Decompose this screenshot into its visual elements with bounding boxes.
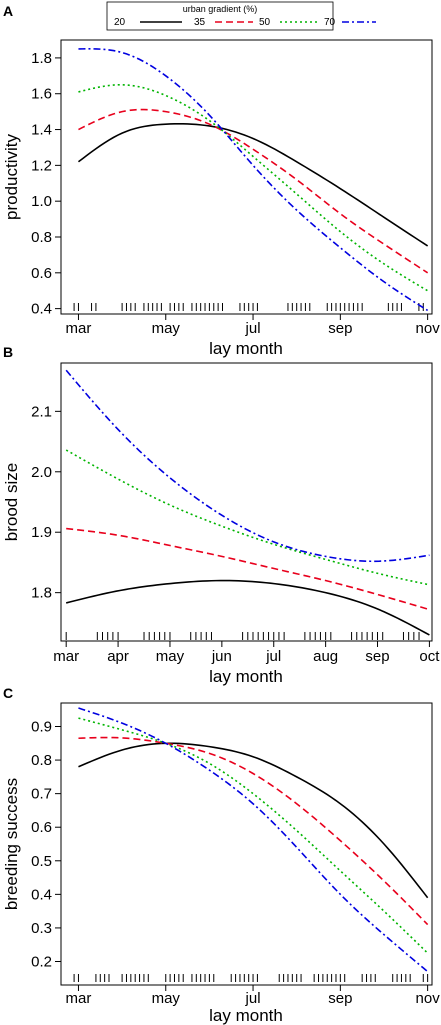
x-tick-label-sep: sep — [365, 648, 389, 665]
y-axis-c: 0.2 0.3 0.4 0.5 0.6 0.7 0.8 0.9 — [31, 719, 61, 971]
y-axis-title-c: breeding success — [2, 778, 21, 910]
y-tick-label: 1.2 — [31, 157, 52, 174]
series-line-50 — [78, 83, 429, 292]
rug-a — [73, 303, 424, 311]
y-tick-label: 0.4 — [31, 301, 52, 318]
series-line-35 — [78, 736, 429, 926]
x-axis-title-c: lay month — [209, 1006, 283, 1025]
y-tick-label: 0.6 — [31, 265, 52, 282]
series-line-50 — [78, 717, 429, 954]
series-line-50 — [65, 449, 430, 586]
x-tick-label-apr: apr — [107, 648, 129, 665]
x-axis-c: mar may jul sep nov — [66, 985, 441, 1007]
plot-frame-c — [60, 702, 433, 986]
legend-box — [106, 1, 334, 31]
panel-b: 1.8 1.9 2.0 2.1 mar apr may jun jul aug sep oct la… — [2, 362, 440, 686]
y-axis-a: 0.4 0.6 0.8 1.0 1.2 1.4 1.6 1.8 — [31, 50, 61, 318]
x-tick-label-jul: jul — [265, 648, 281, 665]
y-tick-label: 0.8 — [31, 229, 52, 246]
legend-label-20: 20 — [114, 17, 126, 28]
y-axis-title-a: productivity — [2, 134, 21, 220]
panel-a: 0.4 0.6 0.8 1.0 1.2 1.4 1.6 1.8 mar may jul sep nov… — [2, 39, 441, 358]
y-tick-label: 1.4 — [31, 122, 52, 139]
y-tick-label: 0.8 — [31, 752, 52, 769]
y-tick-label: 1.0 — [31, 193, 52, 210]
y-axis-b: 1.8 1.9 2.0 2.1 — [31, 403, 61, 602]
x-tick-label-mar: mar — [53, 648, 79, 665]
y-tick-label: 1.8 — [31, 50, 52, 67]
series-lines-b — [65, 369, 430, 636]
y-tick-label: 0.2 — [31, 954, 52, 971]
series-lines-a — [77, 48, 429, 312]
x-axis-title-a: lay month — [209, 339, 283, 358]
legend-label-35: 35 — [194, 17, 206, 28]
series-line-70 — [65, 369, 430, 563]
y-tick-label: 0.3 — [31, 920, 52, 937]
y-tick-label: 0.5 — [31, 853, 52, 870]
rug-c — [73, 974, 429, 982]
legend-label-50: 50 — [259, 17, 271, 28]
series-line-35 — [78, 108, 429, 274]
y-tick-label: 1.8 — [31, 585, 52, 602]
y-tick-label: 0.9 — [31, 719, 52, 736]
x-tick-label-jul: jul — [245, 990, 261, 1007]
x-tick-label-aug: aug — [313, 648, 338, 665]
y-tick-label: 2.1 — [31, 403, 52, 420]
plot-frame-b — [60, 362, 433, 642]
legend-title: urban gradient (%) — [183, 4, 258, 14]
x-tick-label-may: may — [152, 320, 181, 337]
x-axis-title-b: lay month — [209, 667, 283, 686]
y-axis-title-b: brood size — [2, 463, 21, 541]
x-axis-a: mar may jul sep nov — [66, 314, 441, 337]
y-tick-label: 1.6 — [31, 86, 52, 103]
x-axis-b: mar apr may jun jul aug sep oct — [53, 641, 440, 665]
rug-b — [65, 632, 420, 640]
x-tick-label-sep: sep — [328, 990, 352, 1007]
series-line-20 — [77, 123, 429, 247]
x-tick-label-nov: nov — [416, 990, 441, 1007]
x-tick-label-nov: nov — [416, 320, 441, 337]
y-tick-label: 0.4 — [31, 886, 52, 903]
plot-frame-a — [60, 39, 433, 315]
series-line-20 — [78, 742, 429, 899]
x-tick-label-jun: jun — [211, 648, 232, 665]
x-tick-label-sep: sep — [328, 320, 352, 337]
panel-letter-c: C — [3, 685, 13, 701]
panel-c: 0.2 0.3 0.4 0.5 0.6 0.7 0.8 0.9 mar may jul sep nov… — [2, 702, 441, 1025]
x-tick-label-mar: mar — [66, 990, 92, 1007]
series-line-35 — [66, 527, 430, 611]
series-line-70 — [78, 707, 429, 973]
legend-label-70: 70 — [324, 17, 336, 28]
series-lines-c — [78, 707, 429, 973]
series-line-20 — [65, 579, 430, 636]
panel-letter-a: A — [3, 3, 13, 19]
y-tick-label: 0.7 — [31, 786, 52, 803]
y-tick-label: 1.9 — [31, 524, 52, 541]
legend-entries: 20 35 50 70 — [114, 17, 376, 28]
series-line-70 — [78, 48, 429, 312]
y-tick-label: 2.0 — [31, 464, 52, 481]
x-tick-label-mar: mar — [66, 320, 92, 337]
x-tick-label-jul: jul — [245, 320, 261, 337]
x-tick-label-may: may — [156, 648, 185, 665]
panel-letter-b: B — [3, 344, 13, 360]
x-tick-label-may: may — [152, 990, 181, 1007]
legend: urban gradient (%) 20 35 50 70 — [106, 1, 376, 31]
y-tick-label: 0.6 — [31, 819, 52, 836]
x-tick-label-oct: oct — [419, 648, 440, 665]
